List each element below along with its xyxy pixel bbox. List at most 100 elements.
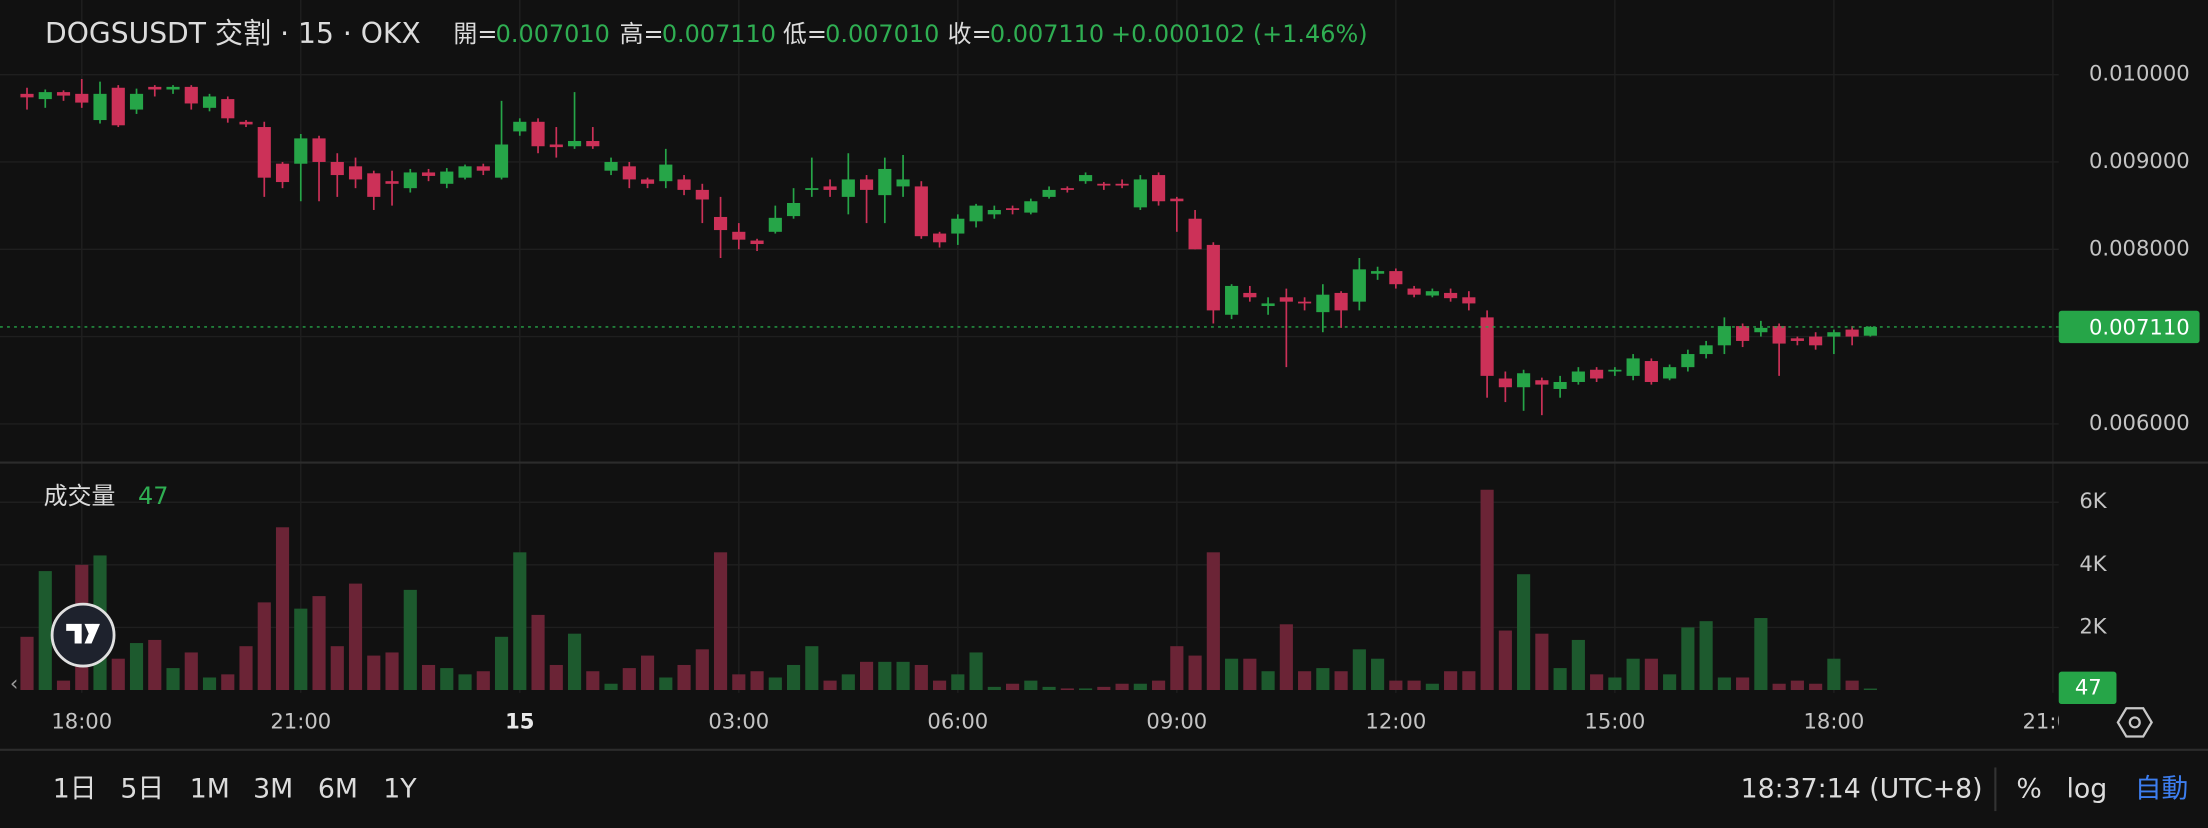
volume-bar [275,527,290,690]
volume-bar [1754,618,1768,690]
candle-body [1152,175,1166,202]
candle-body [969,205,983,222]
volume-bar [732,674,746,690]
volume-bar [1042,686,1056,690]
candle-body [823,186,837,190]
candle-body [859,179,874,190]
candle-body [330,161,344,176]
volume-bar [786,664,801,690]
candle-body [275,163,290,183]
volume-bar [458,674,472,690]
candle-body [1663,367,1677,379]
volume-bar [586,671,600,690]
candle-body [1352,269,1366,302]
candle-body [1188,218,1202,250]
volume-bar [20,636,34,690]
candle-body [202,96,217,108]
plot-area [0,79,2059,690]
ohlc-value: 0.007110 [990,20,1104,48]
scale-button[interactable]: log [2067,773,2108,804]
volume-bar [1170,646,1184,690]
volume-bar [987,686,1001,690]
volume-bar [1243,658,1257,690]
volume-bar [440,668,454,690]
volume-bar [1261,671,1275,690]
volume-bar [878,661,892,690]
ohlc-label: 收= [948,20,992,48]
volume-bar [640,655,655,690]
candle-body [1553,381,1567,389]
range-button[interactable]: 1Y [383,773,417,804]
candle-body [567,141,582,147]
candle-body [494,144,509,178]
scale-button[interactable]: 自動 [2135,773,2189,804]
candle-body [1425,291,1439,296]
volume-bar [166,668,180,690]
volume-bar [1024,680,1038,690]
range-button[interactable]: 1M [190,773,230,804]
candle-body [111,87,125,126]
volume-bar [385,652,399,690]
candle-body [805,188,819,190]
volume-bar [1845,680,1859,690]
candle-body [1225,285,1239,315]
volume-bar [1772,683,1786,690]
last-price-tag [2058,310,2200,344]
scale-button[interactable]: % [2016,773,2041,804]
candle-body [549,144,563,148]
candle-body [1261,303,1275,307]
range-button[interactable]: 6M [318,773,358,804]
volume-bar [1681,627,1695,690]
candle-body [1535,380,1549,385]
volume-bar [294,608,308,690]
logo-dot [89,623,97,631]
candle-body [586,141,600,147]
candle-body [1042,189,1056,197]
candle-body [1371,271,1385,274]
candle-body [713,216,728,231]
volume-bar [1279,624,1293,690]
x-tick-label: 15 [505,708,534,733]
candle-body [1006,208,1020,210]
candle-body [348,166,363,180]
candle-body [513,121,527,132]
volume-bar [1736,677,1750,690]
volume-bar [1626,658,1640,690]
candle-body [239,121,253,125]
ohlc-label: 開= [453,20,497,48]
candle-body [1827,332,1841,337]
range-button[interactable]: 1日 [53,773,97,804]
volume-bar [1334,671,1348,690]
candle-body [914,186,928,237]
candle-body [750,240,764,245]
volume-tick-label: 2K [2079,613,2107,638]
candle-body [1024,201,1038,213]
volume-bar [1206,552,1220,690]
clock[interactable]: 18:37:14 (UTC+8) [1741,773,1983,804]
settings-icon[interactable] [2116,707,2153,738]
range-button[interactable]: 3M [253,773,293,804]
candle-body [531,121,545,147]
tv-logo[interactable] [50,602,116,668]
candle-body [1717,326,1731,346]
candle-body [1243,292,1257,298]
volume-bar [1498,630,1512,690]
candle-body [659,164,673,182]
candle-body [987,209,1001,215]
volume-bar [348,583,363,690]
scroll-left-arrow[interactable]: ‹ [10,670,18,695]
volume-bar [56,680,71,690]
candle-body [20,93,34,98]
volume-tick-label: 6K [2079,488,2107,513]
x-tick-label: 15:00 [1584,708,1645,733]
candle-body [1097,183,1111,186]
candle-body [1736,326,1750,341]
candle-body [1571,371,1585,382]
candle-body [1644,361,1658,382]
candle-body [1845,329,1859,337]
candle-body [1334,292,1348,311]
range-button[interactable]: 5日 [120,773,164,804]
candle-body [640,179,655,184]
